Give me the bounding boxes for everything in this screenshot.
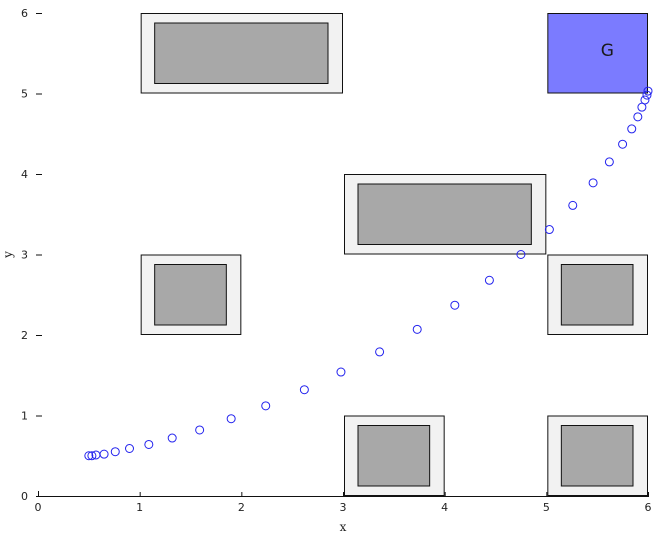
y-tick-label: 1: [21, 410, 28, 423]
obstacle-inner: [560, 425, 634, 487]
x-tick-label: 6: [645, 501, 652, 514]
data-point: [618, 139, 628, 149]
y-tick-label: 6: [21, 7, 28, 20]
y-ticks: 0 1 2 3 4 5 6: [21, 7, 42, 503]
y-tick-label: 4: [21, 168, 28, 181]
data-point: [87, 451, 97, 461]
x-tick-label: 2: [238, 501, 245, 514]
data-point: [125, 444, 134, 454]
data-point: [516, 250, 526, 259]
x-ticks: 0 1 2 3 4 5 6: [35, 492, 652, 514]
data-point: [484, 275, 494, 285]
data-point: [110, 447, 120, 457]
data-point: [588, 178, 598, 188]
obstacle-inner: [560, 264, 634, 326]
data-point: [633, 112, 643, 122]
x-tick-label: 5: [543, 501, 550, 514]
data-point: [568, 200, 578, 210]
obstacle-inner: [357, 425, 431, 487]
goal-rect: [547, 13, 648, 94]
y-axis-title: y: [1, 251, 15, 259]
data-point: [642, 90, 652, 100]
x-tick-label: 1: [136, 501, 143, 514]
data-point: [144, 439, 154, 449]
data-point: [604, 157, 614, 167]
data-point: [226, 414, 236, 424]
data-point: [375, 347, 385, 357]
data-point: [450, 300, 460, 310]
x-tick-label: 0: [35, 501, 42, 514]
obstacle-inner: [154, 22, 329, 84]
data-point: [167, 433, 177, 443]
data-point: [261, 401, 271, 411]
obstacle-inner: [357, 183, 532, 245]
obstacle-inner: [154, 264, 227, 326]
goal-region: G: [547, 13, 648, 94]
data-point: [336, 367, 346, 377]
x-tick-label: 3: [340, 501, 347, 514]
data-point: [99, 449, 109, 459]
y-tick-label: 0: [21, 490, 28, 503]
x-tick-label: 4: [441, 501, 448, 514]
goal-label: G: [601, 41, 614, 61]
y-tick-label: 2: [21, 329, 28, 342]
obstacles-layer: [140, 13, 648, 496]
x-axis-title: x: [340, 520, 347, 534]
y-tick-label: 3: [21, 249, 28, 262]
trajectory-points: [84, 86, 653, 461]
data-point: [412, 324, 422, 334]
y-tick-label: 5: [21, 88, 28, 101]
data-point: [195, 425, 205, 435]
data-point: [544, 225, 554, 235]
data-point: [640, 95, 650, 105]
data-point: [84, 451, 94, 461]
data-point: [299, 385, 309, 395]
data-point: [627, 124, 637, 134]
data-point: [643, 86, 653, 96]
